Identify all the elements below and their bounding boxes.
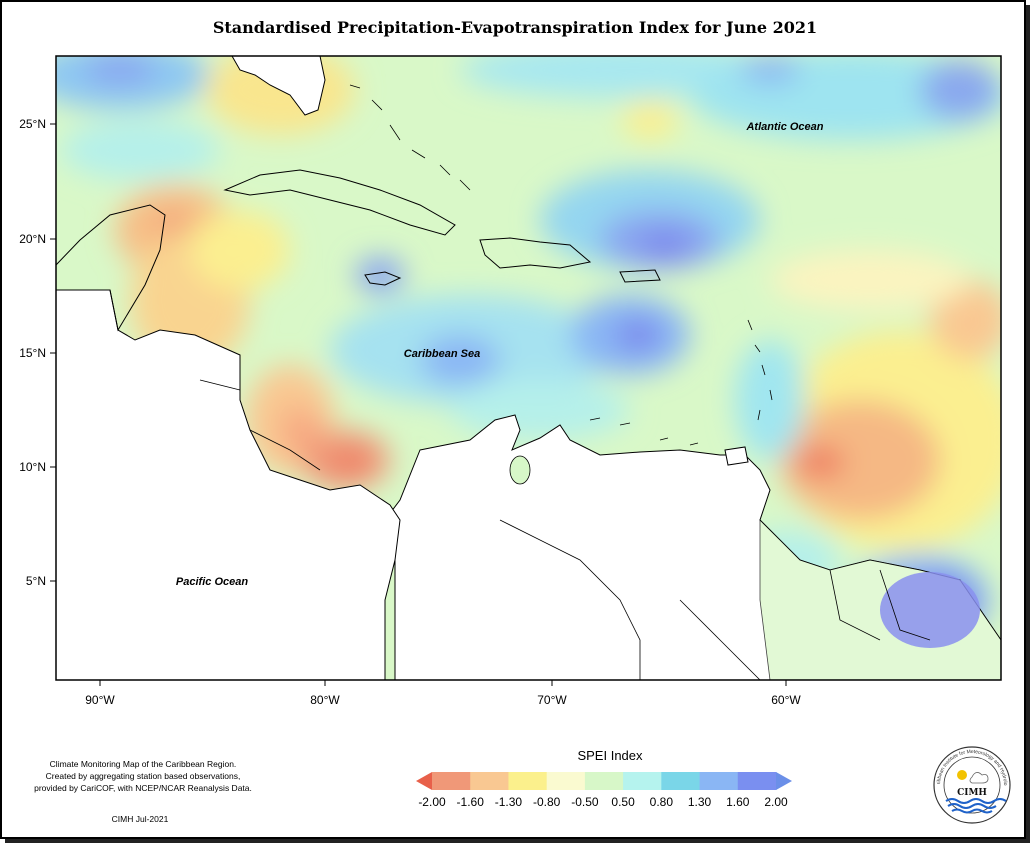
lat-label-5: 5°N — [26, 574, 46, 588]
cloud-icon — [969, 772, 989, 784]
latitude-axis — [50, 123, 56, 582]
legend-tick-label: 2.00 — [764, 795, 788, 809]
borders — [199, 379, 931, 680]
legend-tick-label: -1.60 — [457, 795, 485, 809]
legend-swatch — [623, 772, 662, 790]
credits-line-1: Climate Monitoring Map of the Caribbean … — [49, 759, 237, 769]
legend-tick-label: 1.60 — [726, 795, 750, 809]
logo-acronym: CIMH — [957, 788, 987, 798]
legend-arrow-high — [776, 772, 792, 790]
lat-label-10: 10°N — [19, 460, 46, 474]
legend-colorbar — [416, 772, 792, 790]
lon-label-70: 70°W — [537, 693, 567, 707]
lon-label-90: 90°W — [85, 693, 115, 707]
lat-label-25: 25°N — [19, 117, 46, 131]
legend-swatch — [661, 772, 701, 790]
legend-tick-label: -0.80 — [533, 795, 561, 809]
lon-label-80: 80°W — [310, 693, 340, 707]
legend-arrow-low — [416, 772, 432, 790]
legend-swatch — [737, 772, 777, 790]
legend-swatch — [508, 772, 548, 790]
legend-tick-label: 1.30 — [688, 795, 712, 809]
map-title: Standardised Precipitation-Evapotranspir… — [212, 18, 818, 37]
legend-swatch — [432, 772, 471, 790]
legend-tick-label: 0.80 — [650, 795, 674, 809]
lat-label-15: 15°N — [19, 346, 46, 360]
legend-swatch — [546, 772, 586, 790]
island-outlines — [349, 84, 773, 446]
sun-icon — [957, 770, 967, 780]
wave-icon — [945, 798, 1007, 804]
credits-line-3: provided by CariCOF, with NCEP/NCAR Rean… — [34, 783, 252, 793]
cimh-logo: CIMH Caribbean Institute for Meteorology… — [932, 745, 1011, 824]
atlantic-ocean-label: Atlantic Ocean — [745, 121, 823, 133]
plot-border — [55, 55, 1002, 681]
legend-swatch — [699, 772, 739, 790]
legend-swatch — [584, 772, 624, 790]
legend-tick-label: -1.30 — [495, 795, 523, 809]
legend-tick-label: -0.50 — [571, 795, 599, 809]
credits: Climate Monitoring Map of the Caribbean … — [14, 758, 272, 794]
spei-field — [56, 56, 1001, 680]
legend-title: SPEI Index — [577, 748, 643, 763]
legend-tick-label: -2.00 — [418, 795, 446, 809]
pacific-ocean-label: Pacific Ocean — [176, 576, 248, 588]
credits-footer: CIMH Jul-2021 — [111, 814, 169, 824]
lon-label-60: 60°W — [771, 693, 801, 707]
caribbean-sea-label: Caribbean Sea — [404, 348, 480, 360]
legend-tick-label: 0.50 — [611, 795, 635, 809]
lat-label-20: 20°N — [19, 232, 46, 246]
legend-tick-labels: -2.00 -1.60 -1.30 -0.80 -0.50 0.50 0.80 1.30 1.6… — [418, 795, 788, 809]
legend-swatch — [470, 772, 509, 790]
credits-line-2: Created by aggregating station based obs… — [45, 771, 241, 781]
longitude-axis — [99, 680, 787, 686]
